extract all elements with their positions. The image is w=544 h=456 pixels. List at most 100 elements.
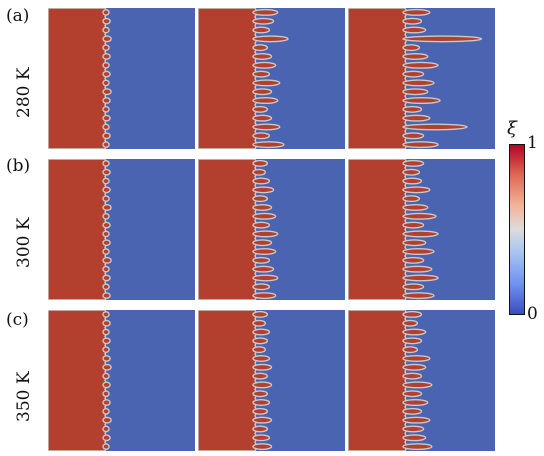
finger bbox=[402, 177, 423, 185]
finger bbox=[102, 61, 110, 69]
row-b-label: (b) bbox=[6, 156, 31, 176]
finger bbox=[252, 328, 271, 336]
finger bbox=[252, 212, 277, 220]
finger bbox=[402, 310, 423, 318]
finger bbox=[102, 230, 110, 238]
panel-a-3 bbox=[348, 8, 495, 149]
finger bbox=[402, 256, 425, 264]
finger bbox=[252, 44, 269, 52]
finger bbox=[102, 443, 110, 450]
finger bbox=[252, 372, 269, 380]
finger bbox=[252, 319, 266, 327]
finger bbox=[102, 274, 111, 282]
finger bbox=[402, 248, 435, 256]
finger bbox=[402, 221, 425, 229]
finger bbox=[402, 195, 421, 203]
finger bbox=[102, 177, 110, 185]
finger bbox=[402, 186, 431, 194]
colorbar bbox=[509, 144, 525, 315]
solid-region bbox=[48, 159, 108, 300]
finger bbox=[102, 44, 110, 51]
finger bbox=[252, 105, 269, 113]
finger bbox=[252, 17, 275, 25]
row-c-label: (c) bbox=[6, 310, 29, 330]
finger bbox=[252, 26, 271, 34]
finger bbox=[252, 337, 269, 345]
colorbar-max-label: 1 bbox=[527, 133, 538, 153]
finger bbox=[102, 381, 111, 389]
finger bbox=[252, 390, 269, 398]
finger bbox=[252, 354, 271, 362]
finger bbox=[102, 239, 111, 247]
finger bbox=[252, 292, 277, 300]
finger bbox=[402, 239, 427, 247]
finger bbox=[402, 443, 433, 451]
finger bbox=[102, 292, 111, 299]
finger bbox=[402, 61, 439, 69]
finger bbox=[102, 408, 110, 415]
finger bbox=[252, 61, 277, 69]
finger bbox=[402, 105, 423, 113]
panel-b-1 bbox=[48, 159, 195, 300]
panel-c-2 bbox=[198, 310, 345, 451]
finger bbox=[402, 132, 425, 140]
finger bbox=[252, 177, 271, 185]
panel-a-1 bbox=[48, 8, 195, 149]
finger bbox=[402, 434, 427, 442]
finger bbox=[102, 9, 110, 16]
finger bbox=[252, 248, 277, 256]
finger bbox=[402, 283, 425, 291]
finger bbox=[402, 363, 427, 371]
finger bbox=[102, 204, 112, 211]
finger bbox=[402, 35, 483, 43]
finger bbox=[102, 311, 110, 318]
solid-region bbox=[348, 8, 408, 149]
solid-region bbox=[48, 310, 108, 451]
finger bbox=[402, 230, 439, 238]
finger bbox=[252, 434, 271, 442]
finger bbox=[402, 114, 431, 122]
finger bbox=[102, 17, 111, 25]
finger bbox=[102, 390, 110, 398]
finger bbox=[252, 203, 273, 211]
finger bbox=[402, 203, 429, 211]
finger bbox=[102, 319, 111, 327]
solid-region bbox=[198, 159, 258, 300]
finger bbox=[402, 88, 429, 96]
finger bbox=[102, 97, 111, 104]
panel-b-2 bbox=[198, 159, 345, 300]
finger bbox=[402, 381, 433, 389]
finger bbox=[102, 265, 110, 273]
finger bbox=[102, 79, 110, 87]
finger bbox=[402, 26, 427, 34]
finger bbox=[252, 114, 273, 122]
finger bbox=[402, 354, 431, 362]
finger bbox=[102, 53, 111, 60]
finger bbox=[402, 346, 419, 354]
finger bbox=[402, 97, 441, 105]
finger bbox=[252, 407, 269, 415]
finger bbox=[102, 221, 111, 229]
finger bbox=[252, 159, 269, 167]
finger bbox=[102, 168, 111, 176]
finger bbox=[402, 390, 423, 398]
finger bbox=[252, 52, 273, 60]
finger bbox=[102, 425, 110, 433]
finger bbox=[102, 283, 110, 291]
row-a-label: (a) bbox=[6, 6, 30, 26]
finger bbox=[252, 239, 273, 247]
finger bbox=[402, 407, 423, 415]
finger bbox=[102, 355, 111, 362]
finger bbox=[252, 221, 271, 229]
finger bbox=[252, 256, 271, 264]
finger bbox=[252, 195, 269, 203]
finger bbox=[252, 310, 269, 318]
finger bbox=[252, 363, 273, 371]
finger bbox=[102, 195, 110, 202]
solid-region bbox=[348, 310, 408, 451]
finger bbox=[402, 17, 423, 25]
finger bbox=[252, 8, 279, 16]
finger bbox=[402, 123, 468, 131]
solid-region bbox=[198, 310, 258, 451]
